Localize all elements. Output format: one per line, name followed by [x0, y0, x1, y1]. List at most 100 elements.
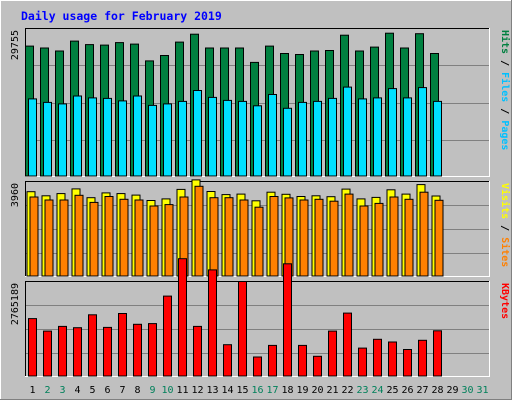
bar-files-day-7 — [118, 100, 127, 177]
bar-files-day-4 — [73, 95, 82, 177]
bar-files-day-9 — [148, 104, 157, 177]
bar-kbytes-day-2 — [43, 330, 52, 377]
x-tick-day-15: 15 — [236, 385, 248, 396]
bar-files-day-21 — [328, 97, 337, 177]
bar-sites-day-28 — [434, 199, 444, 277]
bar-files-day-26 — [403, 97, 412, 177]
chart-title: Daily usage for February 2019 — [21, 9, 222, 23]
x-tick-day-11: 11 — [176, 385, 188, 396]
bar-kbytes-day-24 — [373, 338, 382, 377]
x-tick-day-22: 22 — [341, 385, 353, 396]
x-tick-day-14: 14 — [221, 385, 233, 396]
x-tick-day-30: 30 — [461, 385, 473, 396]
x-tick-day-9: 9 — [149, 385, 155, 396]
bar-files-day-16 — [253, 105, 262, 177]
bar-sites-day-16 — [254, 206, 264, 277]
bar-sites-day-27 — [419, 191, 429, 277]
bar-kbytes-day-17 — [268, 344, 277, 377]
bar-files-day-8 — [133, 95, 142, 177]
bar-files-day-25 — [388, 88, 397, 177]
bar-kbytes-day-7 — [118, 313, 127, 377]
bar-files-day-27 — [418, 87, 427, 177]
bar-sites-day-24 — [374, 202, 384, 277]
bar-sites-day-2 — [44, 199, 54, 277]
bar-sites-day-22 — [344, 193, 354, 277]
bar-kbytes-day-13 — [208, 269, 217, 377]
bar-files-day-14 — [223, 99, 232, 177]
x-tick-day-10: 10 — [161, 385, 173, 396]
bar-kbytes-day-21 — [328, 330, 337, 377]
bar-files-day-22 — [343, 86, 352, 177]
x-tick-day-27: 27 — [416, 385, 428, 396]
bar-sites-day-26 — [404, 198, 414, 277]
bar-files-day-6 — [103, 97, 112, 177]
x-tick-day-7: 7 — [119, 385, 125, 396]
bar-sites-day-6 — [104, 196, 114, 277]
bar-files-day-11 — [178, 100, 187, 177]
panel-top-legend-label: Hits / Files / Pages — [499, 30, 511, 150]
panel-bottom: 2765189 KBytes — [10, 258, 510, 377]
bar-kbytes-day-26 — [403, 349, 412, 377]
bar-kbytes-day-22 — [343, 312, 352, 377]
series-kbytes — [28, 258, 442, 377]
bar-files-day-19 — [298, 101, 307, 177]
bar-sites-day-15 — [239, 199, 249, 277]
panel-top: 29755 Hits / Files / Pages — [10, 28, 511, 177]
bar-kbytes-day-12 — [193, 325, 202, 377]
bar-sites-day-13 — [209, 197, 219, 277]
bar-kbytes-day-6 — [103, 326, 112, 377]
bar-kbytes-day-14 — [223, 344, 232, 377]
bar-files-day-23 — [358, 98, 367, 177]
panel-middle-max-label: 3960 — [10, 183, 21, 207]
bar-sites-day-23 — [359, 205, 369, 277]
bar-kbytes-day-4 — [73, 327, 82, 377]
bar-sites-day-3 — [59, 199, 69, 277]
panel-middle: 3960 Visits / Sites — [10, 179, 511, 277]
bar-sites-day-7 — [119, 198, 129, 277]
bar-kbytes-day-1 — [28, 318, 37, 377]
series-sites — [29, 185, 444, 277]
x-tick-day-20: 20 — [311, 385, 323, 396]
bar-files-day-28 — [433, 100, 442, 177]
series-files — [28, 86, 442, 177]
x-tick-day-19: 19 — [296, 385, 308, 396]
x-tick-day-26: 26 — [401, 385, 413, 396]
x-tick-day-29: 29 — [446, 385, 458, 396]
x-tick-day-17: 17 — [266, 385, 278, 396]
bar-files-day-2 — [43, 101, 52, 177]
bar-kbytes-day-20 — [313, 355, 322, 377]
x-tick-day-28: 28 — [431, 385, 443, 396]
bar-kbytes-day-25 — [388, 341, 397, 377]
bar-kbytes-day-16 — [253, 356, 262, 377]
x-tick-day-12: 12 — [191, 385, 203, 396]
panel-bottom-max-label: 2765189 — [10, 283, 21, 325]
bar-kbytes-day-10 — [163, 295, 172, 377]
x-tick-day-31: 31 — [476, 385, 488, 396]
bar-kbytes-day-18 — [283, 263, 292, 377]
x-tick-day-23: 23 — [356, 385, 368, 396]
bar-sites-day-14 — [224, 197, 234, 277]
x-tick-day-8: 8 — [134, 385, 140, 396]
x-tick-day-5: 5 — [89, 385, 95, 396]
bar-sites-day-25 — [389, 196, 399, 277]
bar-kbytes-day-11 — [178, 258, 187, 377]
panel-middle-legend-label: Visits / Sites — [499, 183, 511, 267]
bar-files-day-3 — [58, 103, 67, 177]
x-tick-day-16: 16 — [251, 385, 263, 396]
bar-files-day-13 — [208, 96, 217, 177]
bar-files-day-17 — [268, 94, 277, 177]
bar-kbytes-day-23 — [358, 347, 367, 377]
x-tick-day-24: 24 — [371, 385, 383, 396]
bar-sites-day-9 — [149, 205, 159, 277]
x-axis-tick-labels: 1 2 3 4 5 6 7 8 9 10 11 12 13 14 15 16 17 18 19 20 21 22 23 24 2… — [29, 385, 488, 396]
x-tick-day-18: 18 — [281, 385, 293, 396]
bar-files-day-15 — [238, 100, 247, 177]
bar-kbytes-day-19 — [298, 344, 307, 377]
bar-kbytes-day-9 — [148, 323, 157, 377]
bar-files-day-18 — [283, 107, 292, 177]
x-tick-day-4: 4 — [74, 385, 80, 396]
bar-files-day-10 — [163, 103, 172, 177]
bar-sites-day-10 — [164, 204, 174, 277]
